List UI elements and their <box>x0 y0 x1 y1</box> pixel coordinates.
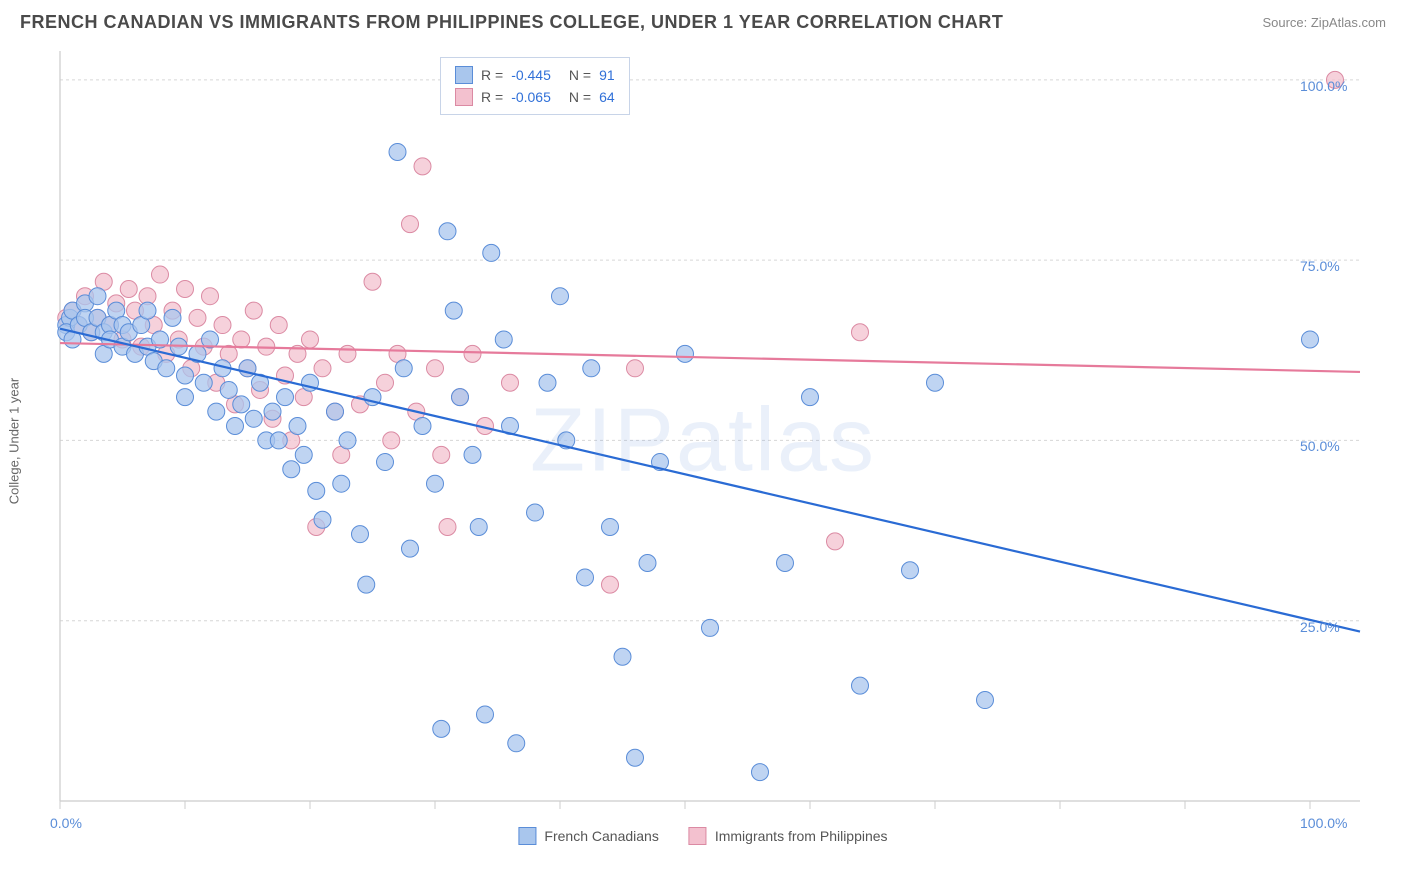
legend-item-fc: French Canadians <box>518 827 658 845</box>
n-value-fc: 91 <box>599 67 615 83</box>
swatch-ph <box>689 827 707 845</box>
r-value-fc: -0.445 <box>511 67 551 83</box>
r-label: R = <box>481 67 503 83</box>
source-label: Source: ZipAtlas.com <box>1262 15 1386 30</box>
swatch-fc <box>455 66 473 84</box>
chart-container: College, Under 1 year ZIPatlas R = -0.44… <box>20 41 1386 841</box>
chart-title: FRENCH CANADIAN VS IMMIGRANTS FROM PHILI… <box>20 12 1003 33</box>
r-value-ph: -0.065 <box>511 89 551 105</box>
x-tick-label: 0.0% <box>50 815 82 831</box>
scatter-chart <box>20 41 1386 841</box>
y-tick-label: 25.0% <box>1300 619 1340 635</box>
legend-row-ph: R = -0.065 N = 64 <box>455 86 615 108</box>
n-label: N = <box>569 89 591 105</box>
y-tick-label: 50.0% <box>1300 438 1340 454</box>
legend-row-fc: R = -0.445 N = 91 <box>455 64 615 86</box>
n-value-ph: 64 <box>599 89 615 105</box>
swatch-ph <box>455 88 473 106</box>
r-label: R = <box>481 89 503 105</box>
y-tick-label: 75.0% <box>1300 258 1340 274</box>
correlation-legend: R = -0.445 N = 91 R = -0.065 N = 64 <box>440 57 630 115</box>
swatch-fc <box>518 827 536 845</box>
legend-label-ph: Immigrants from Philippines <box>715 828 888 844</box>
x-tick-label: 100.0% <box>1300 815 1347 831</box>
n-label: N = <box>569 67 591 83</box>
series-legend: French Canadians Immigrants from Philipp… <box>518 827 887 845</box>
y-tick-label: 100.0% <box>1300 78 1347 94</box>
legend-item-ph: Immigrants from Philippines <box>689 827 888 845</box>
legend-label-fc: French Canadians <box>544 828 658 844</box>
